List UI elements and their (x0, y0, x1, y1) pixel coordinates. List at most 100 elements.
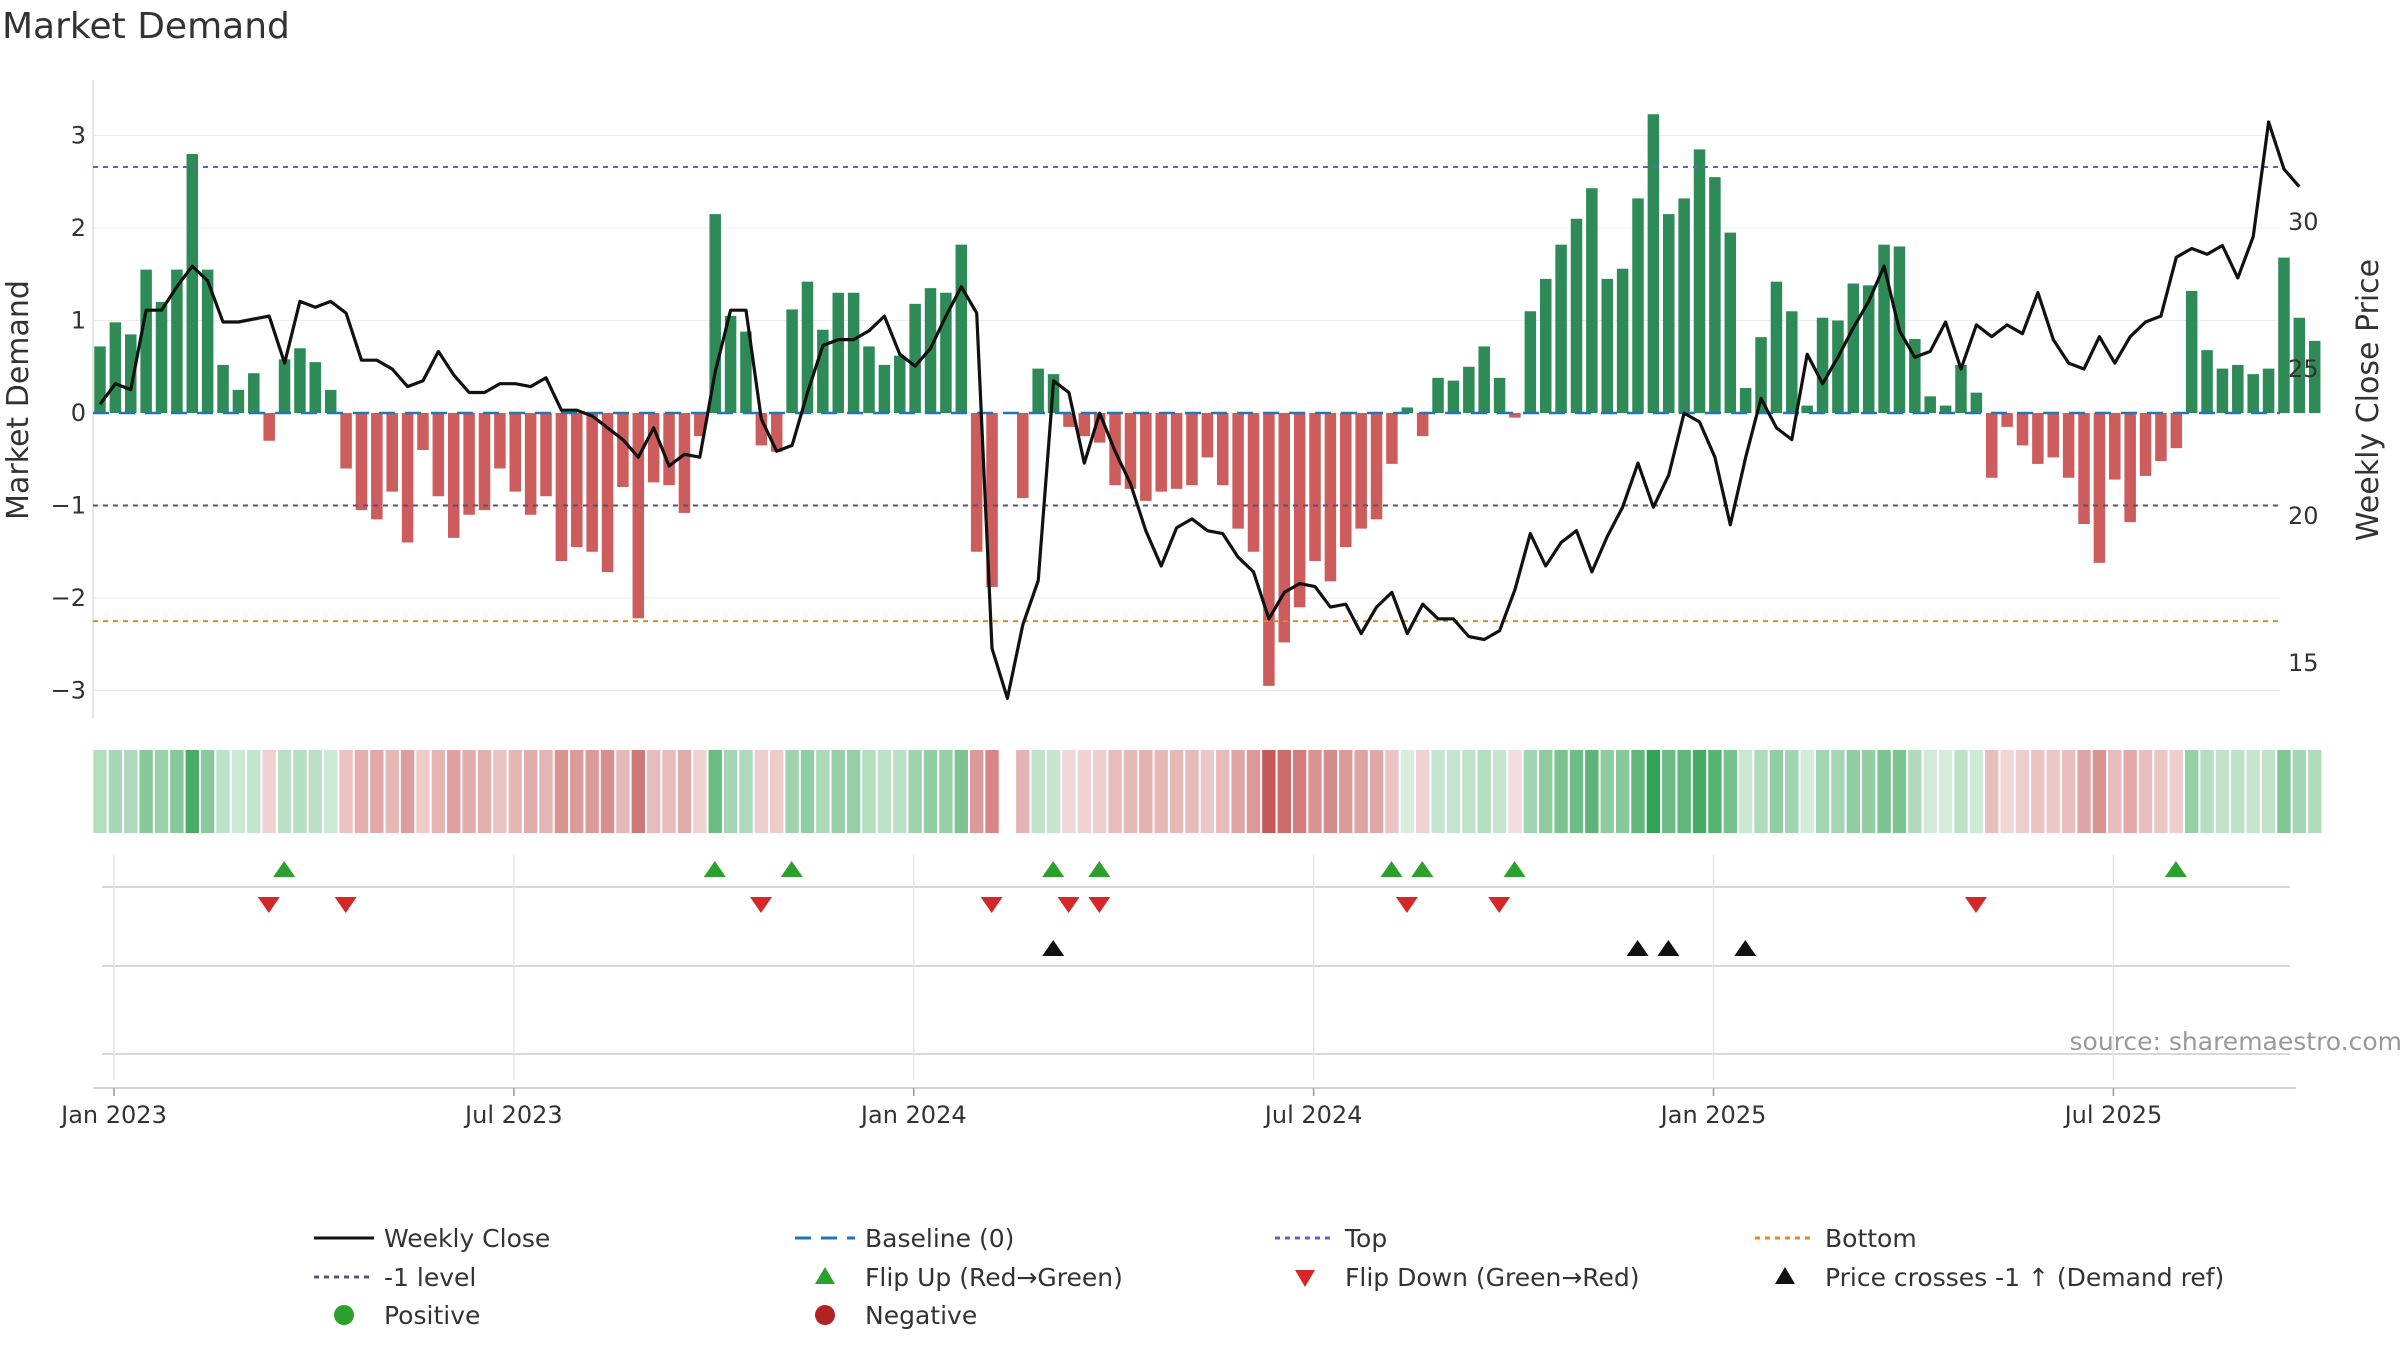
heat-cell (539, 750, 553, 833)
demand-bar (2247, 374, 2259, 413)
heat-cell (1877, 750, 1891, 833)
event-rows-grid (93, 855, 2296, 1089)
legend-baseline: Baseline (0) (795, 1224, 1014, 1253)
demand-bar (1309, 413, 1321, 561)
heat-cell (1938, 750, 1953, 833)
heat-cell (770, 750, 784, 833)
heat-cell (1477, 750, 1491, 833)
flip-down-marker (334, 897, 357, 913)
demand-bar (1709, 177, 1721, 413)
heat-cell (400, 750, 415, 833)
demand-bar (263, 413, 275, 441)
heat-cell (2308, 750, 2322, 833)
demand-bar (1232, 413, 1244, 529)
demand-bar (1386, 413, 1398, 464)
demand-bar (1247, 413, 1260, 552)
demand-bar (2308, 340, 2321, 413)
demand-bar (878, 364, 891, 413)
heat-cell (1892, 750, 1907, 833)
demand-bar (1140, 413, 1152, 501)
heat-cell (1154, 750, 1168, 833)
heat-cell (2031, 750, 2045, 833)
demand-bar (2078, 413, 2090, 524)
heat-cell (2246, 750, 2260, 833)
demand-bar (1078, 413, 1091, 437)
demand-bar (663, 413, 675, 486)
demand-bar (2201, 350, 2213, 413)
demand-bar (1570, 218, 1583, 413)
demand-bar (1770, 281, 1783, 413)
heat-cell (1446, 750, 1461, 833)
y2-axis-label: Weekly Close Price (2351, 259, 2386, 541)
demand-bar (1340, 413, 1352, 548)
flip-up-marker (703, 861, 726, 877)
heat-cell (1846, 750, 1861, 833)
heat-cell (1785, 750, 1799, 833)
reference-lines (93, 165, 2280, 623)
heat-cell (1646, 750, 1661, 833)
heat-cell (308, 750, 323, 833)
demand-bar (1801, 405, 1813, 413)
heat-cell (293, 750, 307, 833)
heat-cell (354, 750, 369, 833)
demand-bar (1155, 413, 1167, 492)
heat-cell (677, 750, 692, 833)
demand-bar (1416, 413, 1429, 437)
y-tick-label: −2 (51, 584, 86, 612)
demand-bar (1970, 392, 1983, 413)
demand-bar (1693, 149, 1706, 413)
heat-cell (1369, 750, 1384, 833)
heat-cell (1908, 750, 1922, 833)
price-cross-marker (1657, 940, 1680, 956)
heat-cell (600, 750, 615, 833)
demand-bar (2278, 257, 2290, 413)
heat-cell (2200, 750, 2214, 833)
heat-cell (1569, 750, 1584, 833)
demand-bar (1878, 244, 1890, 413)
demand-bar (125, 334, 137, 413)
demand-bar (509, 413, 522, 492)
heat-cell (1985, 750, 1999, 833)
heat-cell (2138, 750, 2153, 833)
demand-bar (324, 389, 337, 413)
demand-bar (1493, 377, 1506, 413)
demand-bar (863, 346, 875, 413)
heat-cell (493, 750, 507, 833)
heat-cell (1400, 750, 1414, 833)
y-tick-label: 2 (71, 214, 86, 242)
heat-cell (1277, 750, 1291, 833)
heat-cell (1216, 750, 1230, 833)
heat-cell (1954, 750, 1968, 833)
heat-cell (693, 750, 707, 833)
demand-bar (2232, 364, 2244, 413)
demand-bar (1478, 346, 1490, 413)
price-cross-marker (1734, 940, 1757, 956)
demand-bar (1924, 396, 1936, 413)
demand-bar (417, 413, 429, 450)
demand-bar (2109, 413, 2121, 480)
flip-up-marker (2164, 861, 2187, 877)
price-cross-marker (1626, 940, 1649, 956)
legend-negative: Negative (815, 1301, 977, 1330)
legend-flip-up-label: Flip Up (Red→Green) (865, 1263, 1123, 1292)
demand-bar (1955, 364, 1967, 413)
demand-bar (986, 413, 998, 587)
heat-cell (954, 750, 968, 833)
heat-cell (969, 750, 984, 833)
heat-cell (1600, 750, 1614, 833)
demand-bar (1063, 413, 1075, 427)
x-tick-label: Jul 2023 (463, 1101, 563, 1129)
demand-bar (463, 413, 475, 515)
x-tick-label: Jan 2025 (1659, 1101, 1767, 1129)
heat-cell (1815, 750, 1830, 833)
heat-cell (739, 750, 753, 833)
legend-minus1: -1 level (314, 1263, 476, 1292)
y2-tick-label: 20 (2288, 502, 2319, 530)
heat-cell (1016, 750, 1030, 833)
y-tick-label: 1 (71, 307, 86, 335)
heat-cell (416, 750, 430, 833)
heat-cell (523, 750, 538, 833)
heat-cell (2077, 750, 2091, 833)
flip-up-marker (1088, 861, 1111, 877)
